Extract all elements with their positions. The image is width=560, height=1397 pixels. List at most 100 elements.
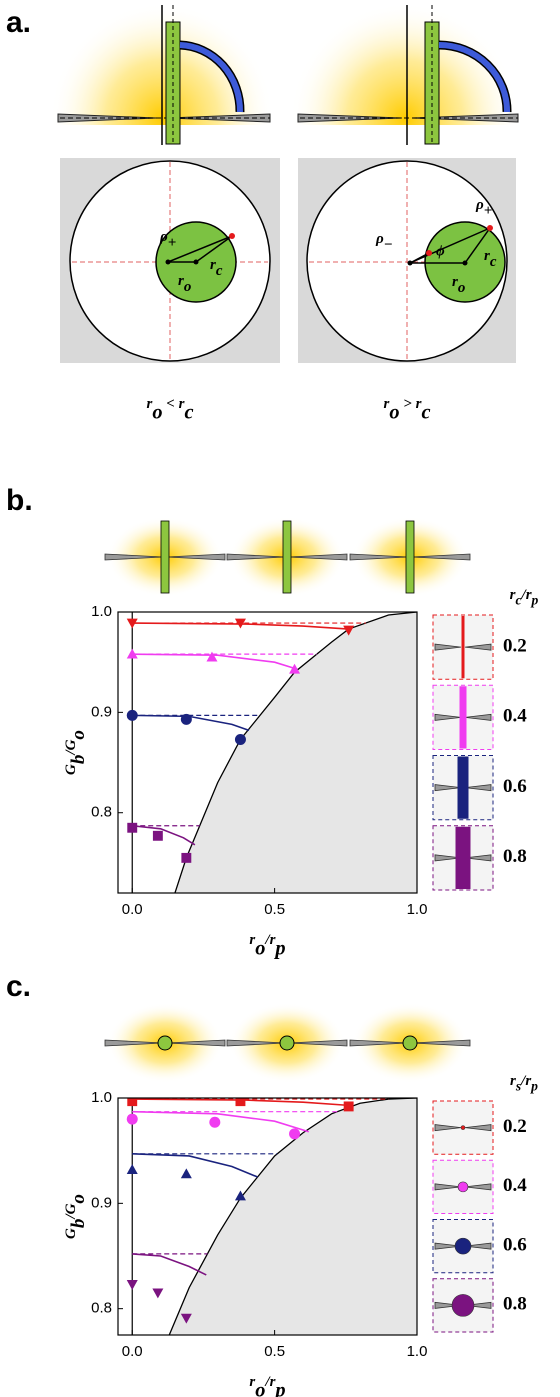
membrane [464, 784, 492, 792]
panel-label: a. [6, 6, 31, 39]
rho-plus: ρ+ [159, 229, 176, 251]
segment [464, 227, 491, 264]
marker [209, 1116, 221, 1128]
glow [290, 3, 520, 125]
legend-rod [457, 756, 469, 819]
model-curve [132, 653, 298, 670]
marker [181, 852, 192, 863]
marker [127, 1098, 138, 1107]
membrane [349, 553, 409, 561]
pore-schematic [104, 1003, 226, 1083]
y-axis-label: Gb/Go [63, 730, 89, 775]
marker [126, 1164, 138, 1175]
legend-label: 0.2 [503, 1116, 527, 1137]
sphere [402, 1035, 418, 1051]
caption-part: < r [163, 396, 185, 412]
phi: ϕ [436, 243, 445, 259]
point [487, 225, 493, 231]
y-axis-label-part: G [63, 1228, 79, 1239]
y-axis-label-part: o [68, 730, 89, 740]
panel-label: b. [6, 484, 33, 517]
caption-part: o [389, 401, 399, 423]
point [462, 260, 468, 266]
point [165, 259, 171, 265]
r-c: rc [210, 257, 223, 279]
segment [167, 235, 233, 263]
membrane [411, 553, 471, 561]
model-curve [132, 1098, 349, 1107]
segment [409, 227, 491, 264]
legend-entry: 0.6 [432, 1219, 527, 1274]
x-tick-label: 0.5 [264, 901, 285, 918]
caption: ro > rc [384, 396, 431, 423]
legend-entry: 0.8 [432, 1278, 527, 1333]
legend-entry: 0.6 [432, 755, 527, 821]
plot-frame [117, 1097, 418, 1336]
legend-sphere [460, 1125, 466, 1130]
legend-label: 0.8 [503, 1294, 527, 1315]
legend-label: 0.4 [503, 706, 527, 727]
membrane [434, 784, 462, 792]
plot-area [126, 1098, 417, 1335]
x-axis-label-part: p [273, 937, 285, 959]
plot-frame [117, 611, 418, 894]
y-axis-label-part: b [68, 1219, 89, 1229]
cross-section-left [60, 158, 280, 363]
r-c-part: r [484, 248, 490, 264]
pore-schematic [349, 1003, 471, 1083]
segment [195, 235, 233, 263]
marker [126, 618, 138, 629]
x-axis-label-part: /r [264, 932, 275, 948]
marker [343, 625, 355, 636]
panel-label: c. [6, 970, 31, 1003]
membrane [104, 553, 164, 561]
x-tick-label: 0.0 [122, 1343, 143, 1360]
y-axis-label-part: b [68, 755, 89, 765]
legend-label: 0.4 [503, 1175, 527, 1196]
membrane [434, 854, 462, 862]
membrane [57, 113, 158, 123]
caption-part: r [147, 396, 153, 412]
membrane [166, 553, 226, 561]
caption: ro < rc [147, 396, 194, 423]
caption-part: r [384, 396, 390, 412]
membrane [226, 553, 286, 561]
legend-rod [461, 616, 465, 679]
r-o-part: o [184, 280, 191, 296]
x-axis-label: ro/rp [249, 932, 285, 959]
point [407, 260, 413, 266]
point [426, 250, 432, 256]
model-curve [132, 714, 250, 732]
y-tick-label: 1.0 [91, 603, 112, 620]
y-tick-label: 0.8 [91, 1300, 112, 1317]
rho-plus-part: + [484, 204, 493, 220]
membrane [464, 643, 492, 651]
rod [160, 520, 170, 594]
legend-rod [459, 686, 467, 749]
marker [126, 1113, 138, 1125]
membrane [226, 1039, 286, 1047]
pore-schematic-right [290, 3, 520, 145]
model-curve [132, 1253, 207, 1276]
x-axis-label: ro/rp [249, 1374, 285, 1397]
sphere [279, 1035, 295, 1051]
x-tick-label: 1.0 [407, 1343, 428, 1360]
membrane [464, 1183, 492, 1191]
y-axis-label-part: /G [63, 739, 79, 755]
pore-schematic [104, 517, 226, 597]
membrane [411, 1039, 471, 1047]
cross-section-right [298, 158, 516, 363]
membrane [288, 553, 348, 561]
legend-label: 0.8 [503, 846, 527, 867]
rho-plus-part: + [168, 236, 177, 252]
pore-schematic [349, 517, 471, 597]
legend-entry: 0.2 [432, 614, 527, 680]
legend-title-part: p [531, 593, 539, 608]
legend-title-part: r [510, 587, 516, 603]
marker [152, 830, 163, 841]
membrane [464, 1242, 492, 1250]
membrane [434, 713, 462, 721]
r-o-part: r [178, 273, 184, 289]
point [229, 233, 235, 239]
